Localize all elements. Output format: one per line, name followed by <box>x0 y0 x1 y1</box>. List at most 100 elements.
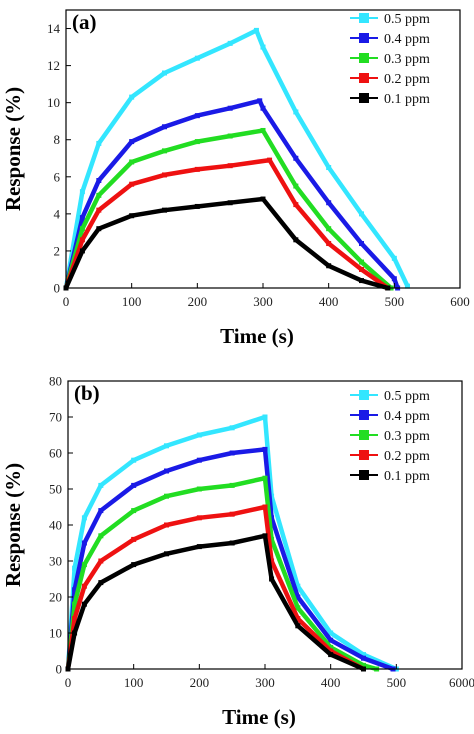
y-tick-label: 0 <box>56 662 63 677</box>
data-point <box>253 27 259 33</box>
series-line <box>63 128 394 291</box>
data-point <box>164 551 169 557</box>
legend-marker <box>359 13 369 23</box>
series-line <box>63 28 410 291</box>
data-point <box>293 237 299 243</box>
data-point <box>162 70 167 76</box>
data-point <box>328 630 334 636</box>
data-point <box>227 40 233 46</box>
data-point <box>262 446 268 452</box>
data-point <box>227 105 233 111</box>
data-point <box>229 511 235 517</box>
x-tick-label: 300 <box>253 294 273 309</box>
data-point <box>131 562 137 568</box>
data-point <box>269 558 275 564</box>
data-point <box>96 192 102 198</box>
x-tick-label: 500 <box>385 294 405 309</box>
data-point <box>196 486 202 492</box>
data-point <box>326 241 332 247</box>
data-point <box>295 583 301 589</box>
y-tick-label: 70 <box>49 410 62 425</box>
panel-label: (b) <box>74 381 100 405</box>
legend-marker <box>359 430 369 440</box>
data-point <box>227 200 233 206</box>
data-point <box>359 211 364 217</box>
y-tick-label: 20 <box>49 590 62 605</box>
data-point <box>129 139 135 145</box>
legend-label: 0.3 ppm <box>384 429 430 444</box>
data-point <box>81 601 87 607</box>
data-point <box>96 140 102 146</box>
data-point <box>326 200 332 206</box>
x-axis-title: Time (s) <box>220 324 294 348</box>
legend-marker <box>359 93 369 103</box>
series-line <box>65 414 399 672</box>
data-point <box>262 475 268 481</box>
data-point <box>162 172 167 178</box>
legend-label: 0.1 ppm <box>384 92 430 107</box>
data-point <box>361 662 366 668</box>
y-tick-label: 40 <box>49 518 62 533</box>
series-line <box>65 475 379 672</box>
data-point <box>79 215 85 221</box>
data-point <box>194 113 200 119</box>
y-tick-label: 12 <box>47 58 60 73</box>
data-point <box>162 148 167 154</box>
data-point <box>269 515 275 521</box>
data-point <box>81 515 87 521</box>
data-point <box>293 202 299 208</box>
data-point <box>131 508 137 514</box>
legend-label: 0.2 ppm <box>384 72 430 87</box>
data-point <box>326 226 332 232</box>
data-point <box>328 652 334 658</box>
data-point <box>79 248 85 254</box>
data-point <box>295 623 301 629</box>
x-tick-label: 6000 <box>449 675 474 690</box>
data-point <box>295 616 301 622</box>
data-point <box>295 594 301 600</box>
data-point <box>391 276 397 282</box>
data-point <box>196 457 202 463</box>
y-tick-label: 6 <box>54 169 61 184</box>
data-point <box>326 263 332 269</box>
data-point <box>164 493 169 499</box>
legend: 0.5 ppm 0.4 ppm 0.3 ppm 0.2 ppm 0.1 ppm <box>350 12 430 107</box>
series-line <box>65 447 396 672</box>
legend-label: 0.4 ppm <box>384 409 430 424</box>
series-2 <box>63 127 394 291</box>
legend-label: 0.1 ppm <box>384 469 430 484</box>
data-point <box>260 44 266 50</box>
data-point <box>81 540 87 546</box>
series-line <box>63 157 391 291</box>
data-point <box>196 515 202 521</box>
data-point <box>79 237 85 243</box>
data-point <box>227 163 233 169</box>
y-tick-label: 4 <box>54 206 61 221</box>
y-tick-label: 8 <box>54 132 61 147</box>
data-point <box>361 655 366 661</box>
series-3 <box>65 504 366 672</box>
x-tick-label: 100 <box>122 294 142 309</box>
data-point <box>328 648 334 654</box>
x-tick-label: 200 <box>190 675 210 690</box>
data-point <box>260 127 266 133</box>
data-point <box>267 157 273 163</box>
y-tick-label: 14 <box>47 21 61 36</box>
data-point <box>229 450 235 456</box>
data-point <box>164 468 169 474</box>
data-point <box>98 580 104 586</box>
data-point <box>131 457 137 463</box>
data-point <box>262 414 268 420</box>
data-point <box>194 55 200 61</box>
data-point <box>72 616 78 622</box>
chart-panel-b: 0 100 200 300 400 500 6000 0 10 20 30 40 50 60 70 80 Tim… <box>1 374 474 730</box>
data-point <box>257 98 263 104</box>
data-point <box>227 133 233 139</box>
data-point <box>194 203 200 209</box>
legend-marker <box>359 33 369 43</box>
legend-label: 0.5 ppm <box>384 389 430 404</box>
y-tick-label: 0 <box>54 281 61 296</box>
data-point <box>194 139 200 145</box>
data-point <box>295 605 301 611</box>
